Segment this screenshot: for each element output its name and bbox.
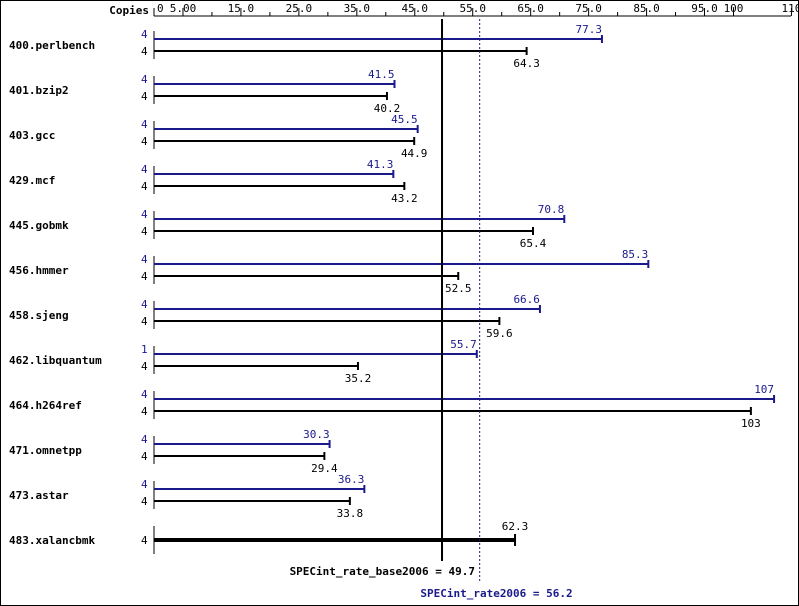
- peak-copies: 4: [141, 478, 148, 491]
- peak-copies: 4: [141, 28, 148, 41]
- base-copies: 4: [141, 45, 148, 58]
- peak-value-label: 45.5: [391, 113, 418, 126]
- axis-header: Copies: [109, 4, 149, 17]
- benchmark-label: 403.gcc: [9, 129, 55, 142]
- peak-copies: 4: [141, 73, 148, 86]
- base-copies: 4: [141, 360, 148, 373]
- tick-label: 55.0: [459, 2, 486, 15]
- base-value-label: 59.6: [486, 327, 513, 340]
- benchmark-label: 473.astar: [9, 489, 69, 502]
- base-copies: 4: [141, 450, 148, 463]
- benchmark-label: 471.omnetpp: [9, 444, 82, 457]
- base-value-label: 65.4: [520, 237, 547, 250]
- peak-copies: 4: [141, 388, 148, 401]
- tick-label: 95.0: [691, 2, 718, 15]
- tick-label: 5.00: [170, 2, 197, 15]
- peak-copies: 4: [141, 298, 148, 311]
- tick-label: 35.0: [344, 2, 371, 15]
- tick-label: 0: [157, 2, 164, 15]
- base-value-label: 33.8: [337, 507, 364, 520]
- tick-label: 15.0: [228, 2, 255, 15]
- peak-value-label: 66.6: [513, 293, 540, 306]
- peak-reference-label: SPECint_rate2006 = 56.2: [420, 587, 572, 600]
- benchmark-label: 445.gobmk: [9, 219, 69, 232]
- benchmark-label: 400.perlbench: [9, 39, 95, 52]
- base-value-label: 52.5: [445, 282, 472, 295]
- benchmark-label: 456.hmmer: [9, 264, 69, 277]
- benchmark-label: 464.h264ref: [9, 399, 82, 412]
- tick-label: 110: [782, 2, 798, 15]
- base-copies: 4: [141, 90, 148, 103]
- base-value-label: 40.2: [374, 102, 401, 115]
- benchmark-label: 483.xalancbmk: [9, 534, 95, 547]
- tick-label: 75.0: [575, 2, 602, 15]
- peak-value-label: 30.3: [303, 428, 330, 441]
- base-copies: 4: [141, 135, 148, 148]
- base-copies: 4: [141, 405, 148, 418]
- peak-value-label: 107: [754, 383, 774, 396]
- base-copies: 4: [141, 495, 148, 508]
- base-copies: 4: [141, 225, 148, 238]
- peak-copies: 4: [141, 433, 148, 446]
- base-value-label: 64.3: [513, 57, 540, 70]
- peak-copies: 1: [141, 343, 148, 356]
- base-value-label: 62.3: [502, 520, 529, 533]
- base-value-label: 29.4: [311, 462, 338, 475]
- base-value-label: 43.2: [391, 192, 418, 205]
- benchmark-label: 401.bzip2: [9, 84, 69, 97]
- tick-label: 25.0: [286, 2, 313, 15]
- tick-label: 65.0: [517, 2, 544, 15]
- benchmark-label: 462.libquantum: [9, 354, 102, 367]
- base-copies: 4: [141, 180, 148, 193]
- benchmark-label: 458.sjeng: [9, 309, 69, 322]
- tick-label: 45.0: [402, 2, 429, 15]
- base-copies: 4: [141, 315, 148, 328]
- peak-value-label: 77.3: [575, 23, 602, 36]
- base-value-label: 44.9: [401, 147, 428, 160]
- peak-copies: 4: [141, 118, 148, 131]
- base-copies: 4: [141, 534, 148, 547]
- peak-value-label: 85.3: [622, 248, 649, 261]
- peak-copies: 4: [141, 253, 148, 266]
- peak-value-label: 36.3: [338, 473, 365, 486]
- benchmark-label: 429.mcf: [9, 174, 55, 187]
- base-value-label: 103: [741, 417, 761, 430]
- peak-value-label: 41.3: [367, 158, 394, 171]
- base-reference-label: SPECint_rate_base2006 = 49.7: [290, 565, 475, 578]
- base-value-label: 35.2: [345, 372, 372, 385]
- base-copies: 4: [141, 270, 148, 283]
- peak-value-label: 55.7: [450, 338, 477, 351]
- peak-copies: 4: [141, 163, 148, 176]
- tick-label: 100: [724, 2, 744, 15]
- peak-value-label: 41.5: [368, 68, 395, 81]
- peak-value-label: 70.8: [538, 203, 565, 216]
- peak-copies: 4: [141, 208, 148, 221]
- tick-label: 85.0: [633, 2, 660, 15]
